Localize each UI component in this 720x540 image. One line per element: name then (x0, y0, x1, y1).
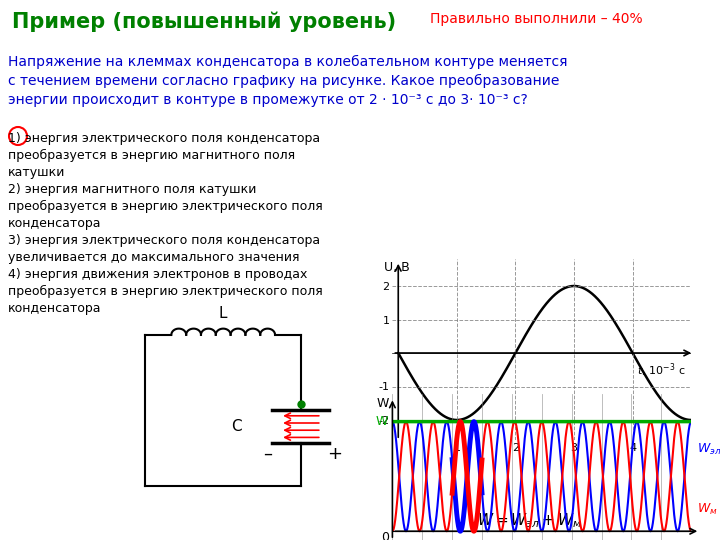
Text: катушки: катушки (8, 166, 66, 179)
Text: увеличивается до максимального значения: увеличивается до максимального значения (8, 251, 300, 264)
Text: 1) энергия электрического поля конденсатора: 1) энергия электрического поля конденсат… (8, 132, 320, 145)
Text: конденсатора: конденсатора (8, 302, 102, 315)
Text: Правильно выполнили – 40%: Правильно выполнили – 40% (430, 12, 643, 26)
Text: с течением времени согласно графику на рисунке. Какое преобразование: с течением времени согласно графику на р… (8, 74, 559, 88)
Text: энергии происходит в контуре в промежутке от 2 · 10⁻³ с до 3· 10⁻³ с?: энергии происходит в контуре в промежутк… (8, 93, 528, 107)
Text: 0: 0 (382, 531, 390, 540)
Text: –: – (263, 444, 271, 463)
Text: преобразуется в энергию электрического поля: преобразуется в энергию электрического п… (8, 200, 323, 213)
Text: U, В: U, В (384, 261, 410, 274)
Text: 2) энергия магнитного поля катушки: 2) энергия магнитного поля катушки (8, 183, 256, 196)
Text: W: W (376, 415, 388, 428)
Text: 3) энергия электрического поля конденсатора: 3) энергия электрического поля конденсат… (8, 234, 320, 247)
Text: +: + (327, 444, 342, 463)
Text: $W_{эл}$: $W_{эл}$ (697, 442, 720, 456)
Text: Пример (повышенный уровень): Пример (повышенный уровень) (12, 12, 396, 32)
Text: конденсатора: конденсатора (8, 217, 102, 230)
Text: Напряжение на клеммах конденсатора в колебательном контуре меняется: Напряжение на клеммах конденсатора в кол… (8, 55, 567, 69)
Text: W: W (377, 397, 390, 410)
Text: C: C (231, 419, 241, 434)
Text: $W_{м}$: $W_{м}$ (697, 502, 718, 517)
Text: преобразуется в энергию магнитного поля: преобразуется в энергию магнитного поля (8, 149, 295, 162)
Text: $W = W_{эл} + W_{м}$: $W = W_{эл} + W_{м}$ (477, 511, 582, 530)
Text: преобразуется в энергию электрического поля: преобразуется в энергию электрического п… (8, 285, 323, 298)
Text: L: L (219, 306, 228, 321)
Text: $t$, 10$^{-3}$ с: $t$, 10$^{-3}$ с (637, 361, 685, 379)
Text: 4) энергия движения электронов в проводах: 4) энергия движения электронов в провода… (8, 268, 307, 281)
